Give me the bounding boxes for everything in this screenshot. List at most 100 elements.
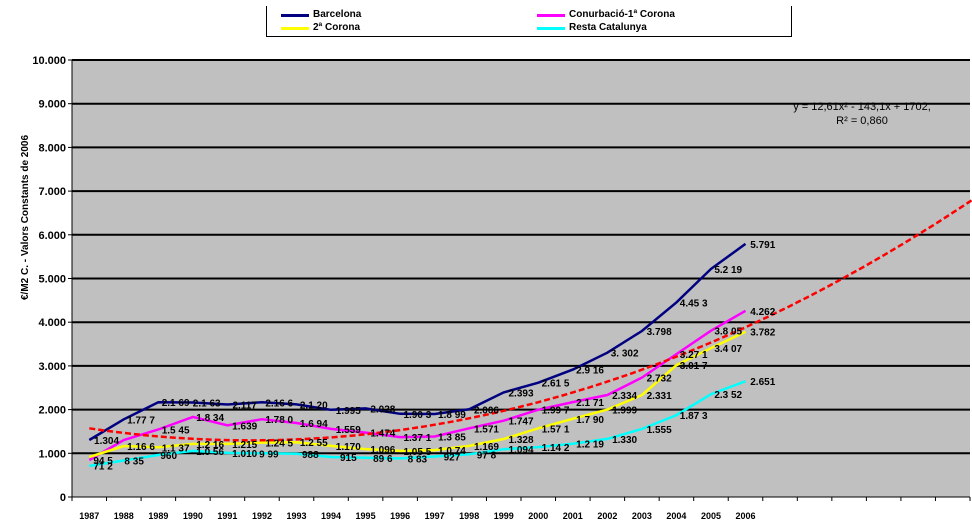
data-label: 1.78 0 — [265, 415, 293, 426]
trendline — [89, 198, 972, 442]
y-tick-label: 9.000 — [38, 99, 66, 111]
y-tick-label: 8.000 — [38, 142, 66, 154]
data-label: 1.05 5 — [403, 447, 431, 458]
data-label: 3.782 — [750, 328, 775, 339]
data-label: 1.57 1 — [542, 424, 570, 435]
x-tick-label: 2001 — [563, 511, 583, 521]
data-label: 1.215 — [232, 440, 257, 451]
series-line — [88, 330, 747, 459]
data-label: 1.1 37 — [162, 443, 190, 454]
y-tick-label: 3.000 — [38, 361, 66, 373]
y-axis-title: €/M2 C. - Valors Constants de 2006 — [20, 134, 31, 300]
data-label: 2.1 20 — [300, 400, 328, 411]
legend-label: Conurbació-1ª Corona — [569, 9, 675, 20]
x-tick-label: 1987 — [79, 511, 99, 521]
x-tick-label: 1990 — [183, 511, 203, 521]
x-tick-label: 1992 — [252, 511, 272, 521]
data-label: 1.2 16 — [196, 440, 224, 451]
data-labels: 1.304 94 571 2 8 35 1.77 7 1.16 6 2.1 69 2.1 6… — [93, 240, 775, 473]
legend-swatch — [537, 27, 565, 30]
data-label: 1.14 2 — [542, 443, 570, 454]
data-label: 97 8 — [477, 450, 497, 461]
data-label: 1.8 34 — [196, 413, 224, 424]
data-label: 2.16 6 — [265, 398, 293, 409]
data-label: 1.8 99 — [438, 410, 466, 421]
trendline-r2: R² = 0,860 — [836, 115, 888, 127]
data-label: 8 83 — [408, 454, 428, 465]
data-label: 1.170 — [336, 442, 361, 453]
x-tick-label: 2003 — [632, 511, 652, 521]
data-label: 2.331 — [647, 391, 672, 402]
series-line — [89, 380, 746, 468]
data-label: 1.7 90 — [576, 415, 604, 426]
data-label: 1.571 — [474, 424, 499, 435]
data-label: 988 — [302, 450, 319, 461]
x-tick-label: 1993 — [286, 511, 306, 521]
data-label: 1.99 7 — [542, 406, 570, 417]
y-axis-ticks: 0 1.000 2.000 3.000 4.000 5.000 6.000 7.000 8.00… — [32, 55, 73, 504]
legend-label: 2ª Corona — [313, 22, 361, 33]
data-label: 3.8 05 — [714, 327, 742, 338]
data-label: 2.651 — [750, 377, 775, 388]
data-label: 1.559 — [336, 425, 361, 436]
x-tick-label: 1998 — [459, 511, 479, 521]
series-lines — [88, 242, 747, 468]
data-label: 3. 302 — [611, 349, 639, 360]
trendline-curve — [89, 198, 972, 442]
y-tick-label: 4.000 — [38, 317, 66, 329]
data-label: 1.474 — [370, 429, 395, 440]
x-tick-label: 2006 — [735, 511, 755, 521]
data-label: 1.096 — [370, 445, 395, 456]
x-tick-label: 1991 — [217, 511, 237, 521]
data-label: 3.27 1 — [680, 350, 708, 361]
data-label: 960 — [160, 451, 177, 462]
legend: Barcelona Conurbació-1ª Corona 2ª Corona… — [266, 6, 792, 37]
x-tick-label: 1997 — [425, 511, 445, 521]
x-tick-label: 1988 — [114, 511, 134, 521]
data-label: 1.87 3 — [680, 411, 708, 422]
legend-swatch — [281, 14, 309, 17]
data-label: 1.304 — [94, 436, 119, 447]
legend-swatch — [281, 27, 309, 30]
y-tick-label: 1.000 — [38, 448, 66, 460]
data-label: 3.01 7 — [680, 361, 708, 372]
data-label: 71 2 — [93, 462, 113, 473]
data-label: 2.1 69 — [162, 398, 190, 409]
data-label: 1.3 85 — [438, 432, 466, 443]
x-tick-label: 1996 — [390, 511, 410, 521]
data-label: 9 99 — [259, 449, 279, 460]
x-tick-label: 1994 — [321, 511, 341, 521]
data-label: 1.2 55 — [300, 438, 328, 449]
data-label: 2.9 16 — [576, 366, 604, 377]
data-label: 2.334 — [612, 391, 637, 402]
data-label: 2.006 — [474, 405, 499, 416]
data-label: 1.094 — [508, 445, 533, 456]
y-tick-label: 5.000 — [38, 274, 66, 286]
data-label: 2.1 63 — [193, 398, 221, 409]
legend-swatch — [537, 14, 565, 17]
data-label: 1.639 — [232, 421, 257, 432]
x-tick-label: 2000 — [528, 511, 548, 521]
data-label: 1.328 — [508, 435, 533, 446]
data-label: 2.61 5 — [542, 379, 570, 390]
x-tick-label: 2004 — [666, 511, 686, 521]
data-label: 2.3 52 — [714, 390, 742, 401]
data-label: 1.6 94 — [300, 419, 328, 430]
data-label: 1.330 — [612, 435, 637, 446]
data-label: 1.010 — [232, 449, 257, 460]
x-tick-label: 2005 — [701, 511, 721, 521]
y-tick-label: 6.000 — [38, 230, 66, 242]
x-tick-label: 1995 — [356, 511, 376, 521]
data-label: 915 — [340, 453, 357, 464]
data-label: 1.555 — [647, 425, 672, 436]
data-label: 1.5 45 — [162, 425, 190, 436]
data-label: 5.2 19 — [714, 265, 742, 276]
y-tick-label: 7.000 — [38, 186, 66, 198]
data-label: 1.90 3 — [403, 410, 431, 421]
trendline-equation: y = 12,61x² - 143,1x + 1702, — [793, 101, 931, 113]
data-label: 1.747 — [508, 417, 533, 428]
x-tick-label: 1989 — [148, 511, 168, 521]
grid-lines — [72, 59, 970, 498]
legend-label: Barcelona — [313, 9, 362, 20]
